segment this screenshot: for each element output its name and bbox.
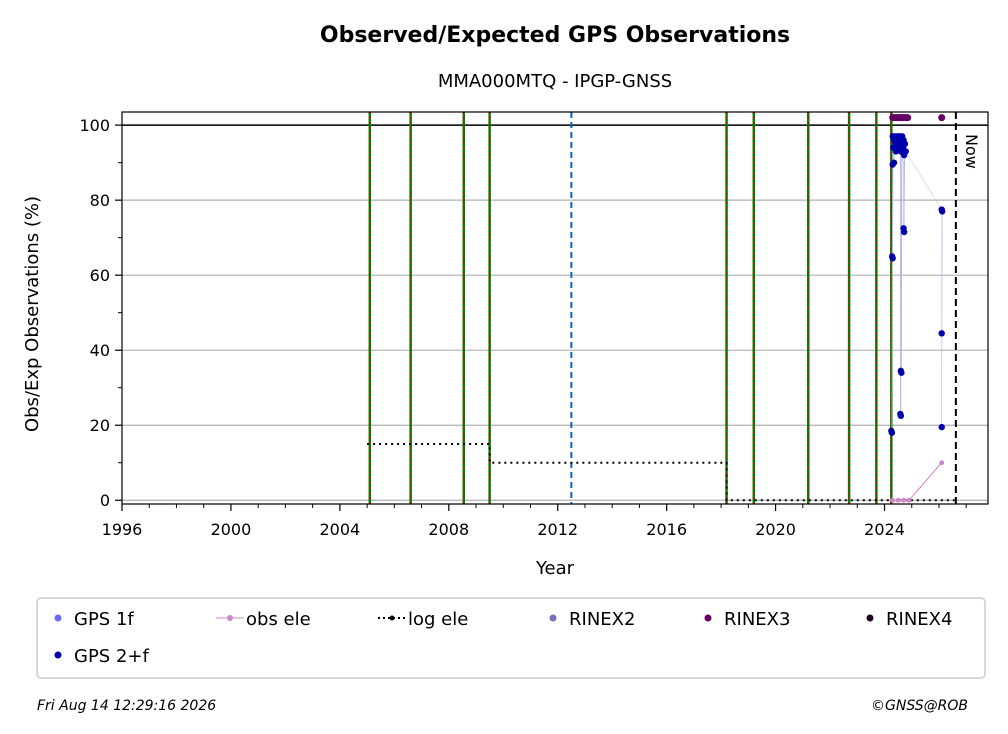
y-tick-label-60: 60 — [90, 266, 110, 285]
x-tick-label-1996: 1996 — [102, 520, 143, 539]
x-tick-label-2004: 2004 — [320, 520, 361, 539]
rinex3-point-11 — [904, 114, 912, 122]
legend-box — [36, 597, 986, 679]
gps-2f-point-31 — [888, 429, 896, 436]
y-tick-label-40: 40 — [90, 341, 110, 360]
chart-subtitle: MMA000MTQ - IPGP-GNSS — [438, 71, 672, 92]
gps-2f-point-25 — [900, 228, 908, 236]
y-tick-label-80: 80 — [90, 191, 110, 210]
legend-label-6: GPS 2+f — [74, 646, 149, 667]
footer-credit: ©GNSS@ROB — [871, 698, 968, 714]
obs-ele-point-0 — [890, 497, 896, 503]
gps-2f-line — [891, 136, 943, 433]
footer-timestamp: Fri Aug 14 12:29:16 2026 — [37, 698, 216, 714]
x-tick-label-2000: 2000 — [211, 520, 252, 539]
data-series — [367, 114, 956, 503]
gps-2f-point-35 — [938, 423, 945, 431]
chart-title: Observed/Expected GPS Observations — [320, 23, 790, 48]
legend-label-5: RINEX4 — [886, 609, 952, 630]
gps-2f-point-33 — [939, 208, 946, 215]
y-tick-label-0: 0 — [100, 491, 110, 510]
gps-2f-point-27 — [898, 369, 905, 376]
grid-lines — [122, 124, 988, 501]
x-tick-label-2008: 2008 — [428, 520, 469, 539]
y-tick-label-20: 20 — [90, 416, 110, 435]
y-axis-label: Obs/Exp Observations (%) — [22, 196, 43, 432]
now-label: Now — [962, 134, 981, 169]
legend-marker-6 — [54, 651, 62, 659]
legend-marker-5 — [866, 614, 874, 622]
legend-label-4: RINEX3 — [724, 609, 790, 630]
obs-ele-point-4 — [939, 460, 945, 466]
gps-2f-point-34 — [938, 330, 945, 337]
x-tick-label-2016: 2016 — [646, 520, 687, 539]
x-tick-label-2020: 2020 — [755, 520, 796, 539]
legend-label-0: GPS 1f — [74, 609, 134, 630]
legend-marker-3 — [549, 614, 557, 622]
legend-marker-2 — [389, 615, 395, 621]
log-ele-line — [367, 442, 956, 502]
gps-2f-point-19 — [902, 148, 909, 155]
gps-2f-point-23 — [889, 255, 896, 262]
gps-2f-point-21 — [890, 159, 898, 166]
rinex3-point-12 — [938, 114, 946, 122]
legend-label-1: obs ele — [246, 609, 311, 630]
legend-marker-4 — [704, 614, 712, 622]
obs-ele-point-3 — [906, 497, 912, 503]
legend-label-2: log ele — [408, 609, 468, 630]
y-tick-label-100: 100 — [79, 116, 110, 135]
legend: GPS 1f obs ele log ele RINEX2 RINEX3 RINEX4 GP… — [54, 609, 952, 667]
legend-label-3: RINEX2 — [569, 609, 635, 630]
x-tick-label-2012: 2012 — [537, 520, 578, 539]
x-tick-label-2024: 2024 — [864, 520, 905, 539]
obs-ele-line — [892, 462, 943, 501]
gps-2f-point-29 — [897, 412, 905, 420]
gps-2f-point-18 — [901, 140, 909, 148]
plot-frame — [121, 111, 989, 505]
obs-ele-point-2 — [901, 497, 907, 503]
obs-ele-point-1 — [895, 497, 901, 503]
event-lines — [368, 112, 957, 504]
x-axis-label: Year — [535, 558, 575, 579]
legend-marker-1 — [227, 615, 233, 621]
legend-marker-0 — [54, 614, 62, 622]
axis-ticks: 1996 2000 2004 2008 2012 2016 2020 2024 0 20 40 60 8… — [79, 116, 967, 539]
